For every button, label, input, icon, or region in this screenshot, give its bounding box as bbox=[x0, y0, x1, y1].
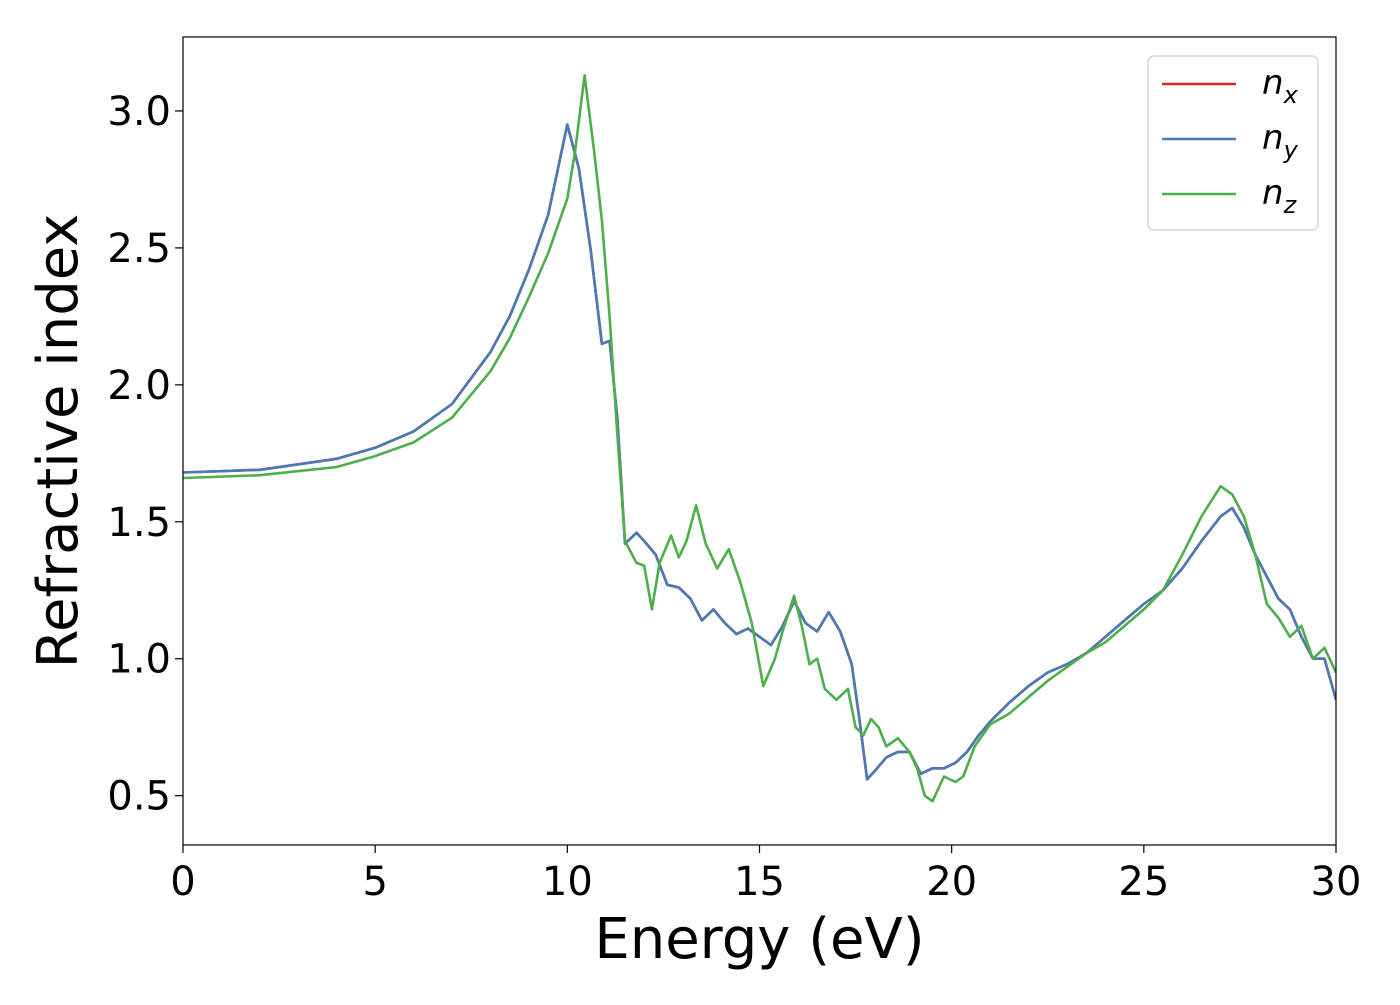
series-line-z bbox=[183, 74, 1336, 803]
x-tick-label: 15 bbox=[734, 859, 785, 905]
x-tick-label: 0 bbox=[170, 859, 195, 905]
x-tick-label: 25 bbox=[1118, 859, 1169, 905]
y-axis-label: Refractive index bbox=[26, 214, 91, 669]
y-tick-label: 3.0 bbox=[107, 89, 171, 135]
y-tick-label: 1.0 bbox=[107, 637, 171, 683]
legend-box bbox=[1147, 55, 1319, 231]
x-axis: 0 5 10 15 20 25 30 bbox=[170, 845, 1361, 905]
x-tick-label: 10 bbox=[542, 859, 593, 905]
legend-label-z: nz bbox=[1262, 173, 1298, 219]
x-tick-label: 20 bbox=[926, 859, 977, 905]
y-tick-label: 1.5 bbox=[107, 500, 171, 546]
series-line-y bbox=[183, 123, 1336, 781]
y-tick-label: 2.5 bbox=[107, 226, 171, 272]
x-axis-label: Energy (eV) bbox=[594, 907, 924, 972]
legend-label-y: ny bbox=[1262, 118, 1299, 164]
y-axis: 0.5 1.0 1.5 2.0 2.5 3.0 bbox=[107, 89, 183, 820]
y-tick-label: 0.5 bbox=[107, 774, 171, 820]
legend: nx ny nz bbox=[1147, 55, 1319, 231]
y-tick-label: 2.0 bbox=[107, 363, 171, 409]
legend-label-x: nx bbox=[1262, 63, 1299, 109]
x-tick-label: 5 bbox=[362, 859, 387, 905]
x-tick-label: 30 bbox=[1311, 859, 1362, 905]
